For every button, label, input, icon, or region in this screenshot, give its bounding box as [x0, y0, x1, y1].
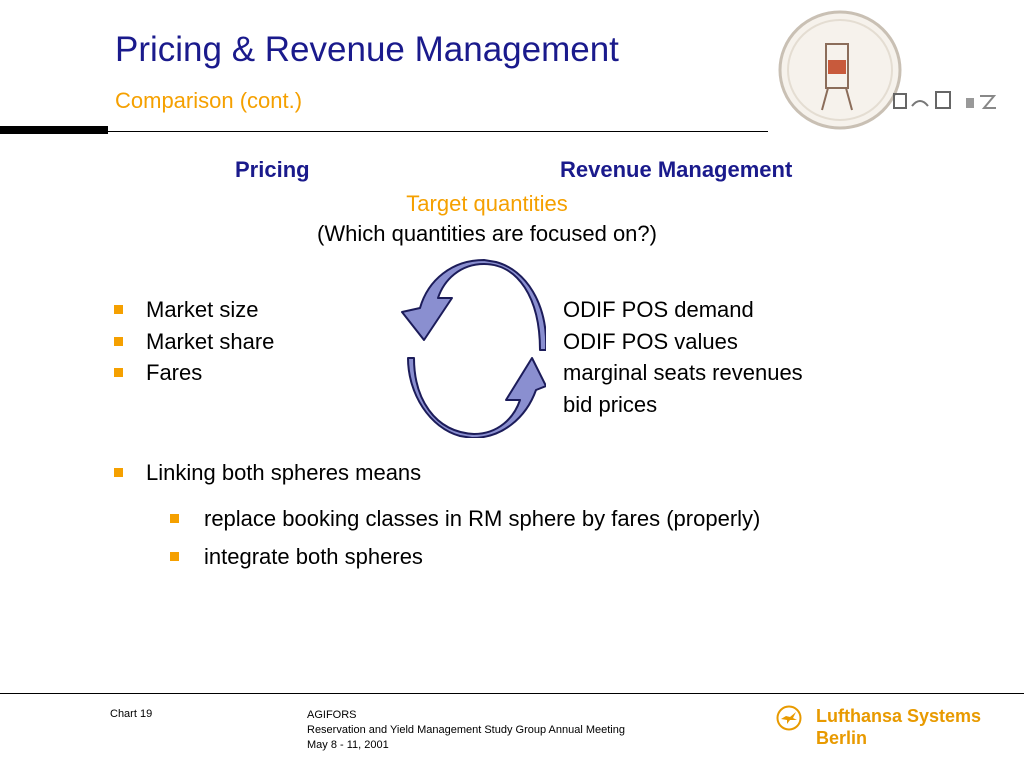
target-quantities-label: Target quantities	[406, 191, 568, 216]
list-item: ODIF POS values	[563, 328, 738, 354]
footer-event: Reservation and Yield Management Study G…	[307, 724, 625, 736]
brand-name: Lufthansa Systems Berlin	[816, 705, 981, 749]
brand-line-1: Lufthansa Systems	[816, 706, 982, 726]
list-item: integrate both spheres	[170, 541, 760, 579]
list-item: Market share	[114, 326, 274, 358]
bullet-icon	[114, 368, 123, 377]
target-question: (Which quantities are focused on?)	[317, 221, 657, 246]
cycle-arrows-icon	[401, 259, 546, 438]
bullet-icon	[114, 305, 123, 314]
pricing-heading: Pricing	[235, 157, 310, 182]
meeting-logo-icon	[768, 6, 1018, 134]
list-item: bid prices	[563, 391, 658, 417]
brand-line-2: Berlin	[816, 728, 868, 748]
list-item: marginal seats revenues	[563, 360, 803, 385]
list-item: Market size	[114, 294, 274, 326]
page-title: Pricing & Revenue Management	[115, 30, 619, 69]
linking-points: replace booking classes in RM sphere by …	[170, 503, 760, 579]
revenue-management-heading: Revenue Management	[560, 157, 793, 182]
pricing-list: Market size Market share Fares	[114, 294, 274, 389]
bullet-icon	[170, 514, 179, 523]
bullet-icon	[114, 336, 123, 346]
revenue-management-list: ODIF POS demand ODIF POS values marginal…	[563, 294, 803, 420]
bullet-icon	[170, 552, 179, 561]
footer-date: May 8 - 11, 2001	[307, 739, 389, 751]
footer-divider	[0, 693, 1024, 694]
lufthansa-crane-icon	[776, 705, 802, 731]
linking-intro: Linking both spheres means	[114, 457, 421, 488]
footer-org: AGIFORS	[307, 709, 357, 721]
list-item: ODIF POS demand	[563, 297, 754, 322]
title-accent-bar	[0, 126, 108, 134]
header-divider	[0, 131, 1012, 132]
page-subtitle: Comparison (cont.)	[115, 88, 303, 113]
bullet-icon	[114, 468, 123, 477]
list-item: replace booking classes in RM sphere by …	[170, 503, 760, 541]
list-item: Fares	[114, 357, 274, 389]
chart-number: Chart 19	[110, 708, 153, 720]
footer-event-info: AGIFORS Reservation and Yield Management…	[307, 708, 625, 753]
